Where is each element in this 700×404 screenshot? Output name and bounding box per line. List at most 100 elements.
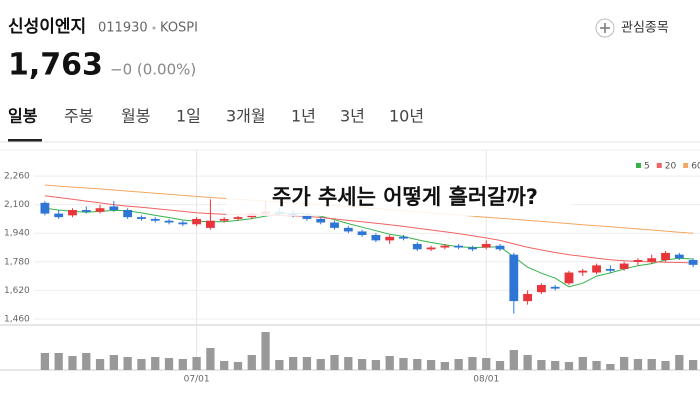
volume-bar (454, 359, 463, 370)
volume-bar (633, 359, 643, 370)
candle-body (592, 265, 601, 273)
candle-body (412, 243, 422, 250)
candle-body (205, 220, 215, 228)
candle-body (40, 202, 50, 214)
candle-body (81, 210, 91, 212)
volume-bar (509, 350, 518, 370)
overlay-text: 주가 추세는 어떻게 흘러갈까? (272, 185, 538, 209)
candle-body (578, 270, 588, 273)
candle-body (661, 252, 670, 261)
volume-bar (426, 360, 436, 370)
volume-bar (151, 357, 160, 370)
y-tick-label: 1,940 (4, 229, 30, 239)
volume-bar (592, 361, 601, 370)
volume-bar (620, 357, 629, 370)
candle-body (550, 286, 560, 289)
chart: 1,460 1,620 1,780 1,940 2,100 2,260 07/01 08/01… (0, 149, 700, 385)
favorite-button[interactable]: 관심종목 (621, 21, 669, 36)
candle-body (454, 245, 464, 248)
candle-body (619, 263, 629, 269)
volume-bar (661, 361, 670, 370)
volume-bar (82, 353, 91, 370)
period-tab[interactable]: 3년 (340, 107, 365, 126)
x-tick-label: 07/01 (184, 375, 210, 385)
candle-body (688, 260, 698, 265)
volume-bar (688, 360, 698, 370)
volume-bar (123, 357, 132, 370)
volume-bar (523, 355, 532, 370)
period-tab[interactable]: 1년 (291, 107, 316, 126)
x-tick-label: 08/01 (473, 375, 499, 385)
candle-body (605, 268, 615, 271)
volume-bar (537, 360, 546, 370)
volume-bar (220, 361, 229, 370)
volume-bar (413, 359, 422, 370)
volume-bar (482, 358, 491, 370)
volume-bar (302, 357, 312, 370)
favorite-plus (600, 23, 610, 33)
legend-swatch (636, 163, 641, 168)
candle-body (536, 285, 546, 293)
candle-body (68, 210, 77, 216)
candle-body (357, 231, 367, 236)
stock-name: 신성이엔지 (8, 17, 86, 37)
period-tab[interactable]: 주봉 (64, 107, 93, 126)
candle-body (633, 260, 643, 262)
candle-body (219, 218, 229, 221)
volume-bar (68, 356, 77, 370)
candle-body (123, 210, 133, 218)
volume-bar (275, 360, 284, 370)
legend-label: 5 (644, 162, 650, 172)
candle-body (54, 213, 64, 218)
candle-body (178, 222, 188, 225)
candle-body (399, 236, 408, 239)
volume-bar (606, 364, 615, 370)
price-change: −0 (0.00%) (110, 61, 196, 79)
period-tabs: 일봉 주봉 월봉 1일 3개월 1년 3년 10년 (8, 107, 424, 142)
favorite-icon[interactable] (595, 18, 615, 38)
y-tick-label: 1,780 (4, 257, 30, 267)
period-tab[interactable]: 3개월 (226, 107, 266, 126)
period-tab[interactable]: 월봉 (121, 107, 150, 126)
volume-bar (247, 355, 256, 370)
legend-swatch (683, 163, 689, 168)
candle-body (95, 208, 105, 212)
moving-average-line (44, 195, 694, 264)
volume-bar (54, 353, 63, 370)
candle-body (523, 293, 533, 302)
legend-label: 20 (665, 162, 677, 172)
candle-body (371, 235, 381, 241)
volume-bar (468, 357, 477, 370)
volume-bar (40, 353, 50, 370)
y-tick-label: 2,260 (4, 172, 30, 182)
separator-dot (152, 26, 156, 30)
period-tab[interactable]: 1일 (176, 107, 201, 126)
candle-body (302, 215, 312, 219)
candle-body (316, 218, 326, 223)
volume-bar (495, 361, 505, 370)
legend-label: 60 (691, 162, 700, 172)
period-tab[interactable]: 일봉 (8, 107, 38, 126)
candle-body (164, 220, 174, 223)
candle-body (495, 245, 505, 250)
volume-bar (233, 362, 243, 370)
candle-body (233, 217, 243, 219)
volume-bar (578, 357, 587, 370)
volume-bar (261, 332, 270, 370)
candle-body (647, 258, 657, 262)
y-tick-label: 2,100 (4, 200, 30, 210)
period-tab[interactable]: 10년 (389, 107, 424, 126)
moving-average-line (44, 207, 694, 288)
volume-bar (316, 359, 325, 370)
volume-bar (675, 355, 684, 370)
candle-body (440, 245, 450, 248)
volume-bar (357, 359, 367, 370)
candle-body (509, 254, 519, 302)
volume-bar (95, 359, 105, 370)
volume-bar (564, 362, 574, 370)
volume-bar (399, 358, 408, 370)
candle-body (426, 247, 436, 250)
tab-underline (8, 139, 42, 142)
volume-bar (371, 360, 381, 370)
